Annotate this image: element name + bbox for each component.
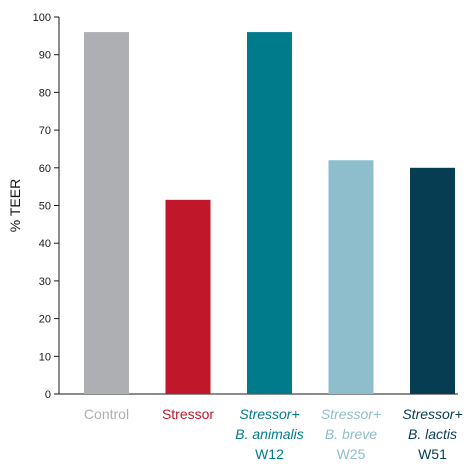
bar [328, 160, 374, 394]
x-tick-label: Stressor+ [321, 406, 381, 422]
y-tick-label: 80 [39, 87, 51, 99]
bars [84, 32, 455, 394]
y-tick-label: 10 [39, 351, 51, 363]
y-tick-label: 0 [45, 389, 51, 401]
x-tick-label: Stressor+ [402, 406, 462, 422]
y-tick-label: 50 [39, 201, 51, 213]
x-tick-label: B. lactis [408, 426, 457, 442]
x-tick-label: W12 [255, 446, 284, 462]
bar [247, 32, 292, 394]
x-tick-label: Control [84, 406, 129, 422]
y-tick-label: 90 [39, 50, 51, 62]
y-tick-label: 60 [39, 163, 51, 175]
bar [84, 32, 129, 394]
bar [165, 199, 211, 394]
y-tick-label: 70 [39, 125, 51, 137]
x-axis-labels: Control Stressor Stressor+ B. animalis W12 St… [84, 406, 463, 462]
y-tick-label: 20 [39, 314, 51, 326]
y-axis: 0 10 20 30 40 50 60 70 80 90 100 [33, 12, 458, 401]
x-tick-label: Stressor+ [239, 406, 299, 422]
bar [410, 167, 455, 394]
x-tick-label: W51 [418, 446, 447, 462]
y-tick-label: 30 [39, 276, 51, 288]
x-tick-label: B. animalis [235, 426, 303, 442]
y-tick-label: 40 [39, 238, 51, 250]
x-tick-label: Stressor [162, 406, 214, 422]
x-tick-label: W25 [337, 446, 366, 462]
y-axis-label: % TEER [7, 179, 23, 232]
y-tick-label: 100 [33, 12, 51, 24]
x-tick-label: B. breve [325, 426, 377, 442]
